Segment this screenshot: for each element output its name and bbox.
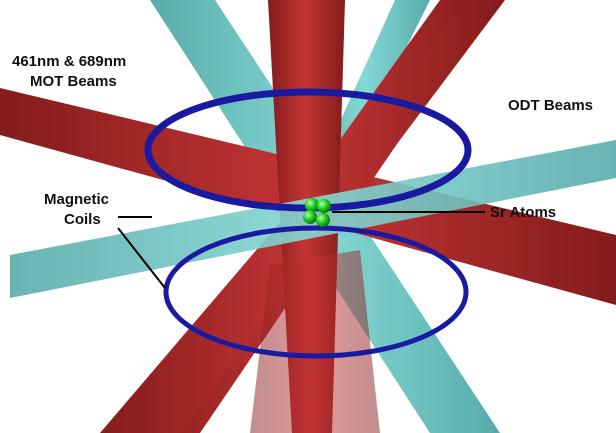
- atom: [316, 213, 330, 227]
- atom: [303, 210, 317, 224]
- label: MOT Beams: [30, 73, 117, 90]
- label: 461nm & 689nm: [12, 53, 126, 70]
- red-beam: [250, 250, 380, 433]
- coil-bottom: [163, 225, 469, 359]
- atom: [305, 198, 319, 212]
- label: Magnetic: [44, 191, 109, 208]
- label: Coils: [64, 211, 101, 228]
- leader-line: [117, 227, 166, 289]
- label: Sr Atoms: [490, 204, 556, 221]
- atom: [317, 199, 331, 213]
- label: ODT Beams: [508, 97, 593, 114]
- sr-atoms: [303, 198, 331, 227]
